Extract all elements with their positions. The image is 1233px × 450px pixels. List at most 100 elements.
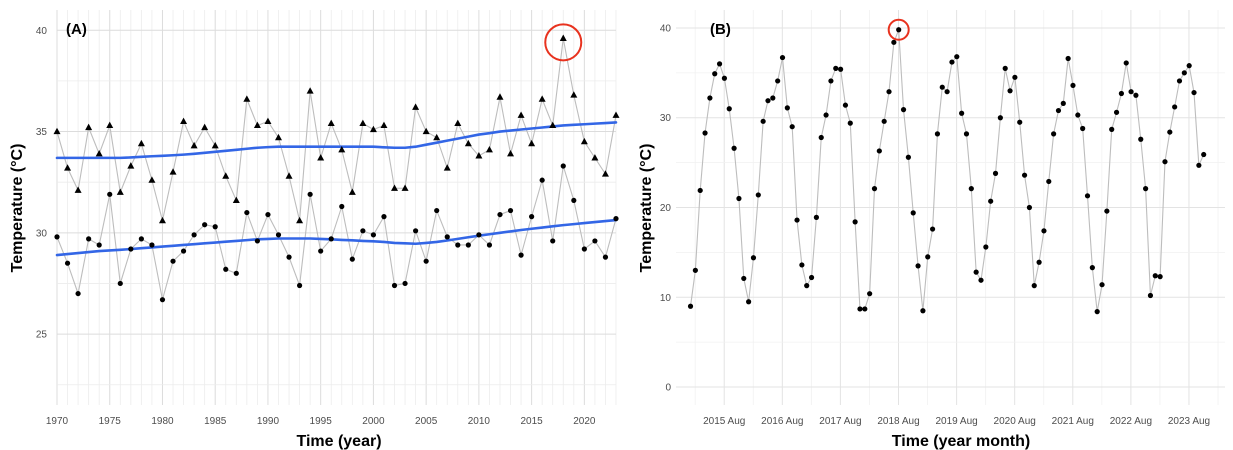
- panel-a-series-1-point: [106, 121, 114, 129]
- panel-b-point: [988, 198, 994, 204]
- panel-b-point: [871, 186, 878, 192]
- panel-a-series-2-point: [497, 211, 503, 218]
- panel-a-chart: 1970 1975 1980 1985 1990 1995 2000 2005 2010 2015…: [9, 10, 620, 450]
- panel-a-series-2-point: [212, 224, 218, 230]
- panel-b-point: [1036, 259, 1042, 265]
- panel-a-series-1-point: [433, 133, 441, 141]
- panel-a-x-tick-label: 2010: [468, 416, 491, 427]
- panel-a-series-2-point: [413, 228, 419, 234]
- panel-b-point: [726, 106, 732, 112]
- panel-b-point: [794, 217, 800, 223]
- panel-b-tick-labels: 2015 Aug 2016 Aug 2017 Aug 2018 Aug 2019 Aug…: [660, 23, 1210, 427]
- panel-b-x-tick-label: 2023 Aug: [1168, 416, 1210, 427]
- panel-a-series-2-point: [360, 228, 366, 234]
- panel-b-point: [847, 120, 853, 126]
- panel-a-series-2-point: [391, 282, 398, 289]
- panel-b-point: [1176, 78, 1183, 84]
- panel-a-y-axis-title: Temperature (°C): [9, 144, 26, 273]
- panel-b-point: [1104, 208, 1110, 214]
- panel-b-point: [707, 95, 713, 101]
- panel-b-point: [1167, 129, 1173, 135]
- panel-b-point: [1133, 92, 1139, 98]
- panel-b-grid: [676, 10, 1225, 405]
- panel-a-series-2-point: [54, 234, 60, 240]
- panel-b-y-tick-label: 20: [660, 203, 672, 214]
- panel-b-point: [838, 66, 844, 72]
- panel-b-point: [1041, 228, 1047, 234]
- panel-b-point: [886, 89, 892, 95]
- panel-b-point: [808, 274, 815, 281]
- panel-a-series-1-point: [274, 133, 282, 141]
- panel-a-series-1-point: [454, 119, 462, 127]
- panel-a-series-2-point: [434, 207, 440, 214]
- panel-b-data: [687, 18, 1207, 315]
- panel-a-x-tick-label: 2015: [520, 416, 543, 427]
- panel-a-highlight-circle: [544, 23, 583, 62]
- panel-b-point: [1026, 204, 1033, 211]
- panel-b-point: [1021, 172, 1028, 178]
- panel-b-point: [1196, 162, 1202, 168]
- panel-a-series-2-point: [96, 242, 102, 248]
- panel-b-label: (B): [710, 21, 731, 38]
- panel-b-point: [915, 263, 921, 269]
- panel-b-point: [1002, 65, 1008, 71]
- panel-b-point: [954, 54, 960, 60]
- panel-a-series-1-point: [243, 95, 251, 102]
- panel-b-point: [721, 75, 728, 81]
- panel-b-point: [842, 102, 849, 108]
- panel-b-point: [1075, 112, 1081, 118]
- panel-b-point: [1089, 265, 1095, 271]
- panel-a-series-1-point: [559, 34, 567, 41]
- panel-a-series-2-point: [75, 290, 81, 297]
- panel-a-series-1-point: [253, 121, 261, 129]
- panel-a-series-2-point: [613, 216, 619, 222]
- panel-b-point: [1094, 309, 1100, 315]
- panel-a-y-tick-label: 40: [36, 26, 48, 37]
- panel-b-series-line: [689, 29, 1205, 312]
- panel-b-x-tick-label: 2016 Aug: [761, 416, 803, 427]
- panel-a-series-2-point: [318, 248, 324, 254]
- panel-b-point: [968, 186, 974, 192]
- panel-b-point: [1152, 273, 1158, 279]
- panel-b-point: [813, 214, 819, 220]
- panel-a-x-tick-label: 1970: [46, 416, 69, 427]
- panel-b-point: [1012, 74, 1018, 80]
- panel-b-point: [1191, 89, 1197, 96]
- panel-b-x-tick-label: 2022 Aug: [1110, 416, 1152, 427]
- panel-a-series-2-point: [602, 254, 609, 260]
- panel-a-tick-labels: 1970 1975 1980 1985 1990 1995 2000 2005 2010 2015…: [36, 26, 596, 427]
- panel-a-series-1-point: [64, 164, 72, 171]
- panel-a-data: [53, 23, 620, 303]
- panel-b-point: [1109, 126, 1115, 132]
- panel-a-series-1-point: [148, 176, 156, 183]
- panel-a-series-1-point: [549, 121, 557, 129]
- panel-a-series-2-point: [349, 256, 355, 262]
- panel-b-point: [1118, 90, 1124, 97]
- panel-a-series-1-point: [232, 196, 240, 204]
- panel-b-point: [779, 54, 786, 61]
- panel-a-series-1-point: [612, 111, 620, 118]
- panel-b-x-tick-label: 2019 Aug: [935, 416, 977, 427]
- panel-a-series-1-point: [116, 188, 124, 195]
- panel-a-series-1-point: [538, 95, 546, 102]
- panel-a-series-1-point: [338, 145, 346, 153]
- panel-a-series-2-point: [423, 258, 429, 264]
- panel-a-x-tick-label: 1985: [204, 416, 227, 427]
- panel-a-x-tick-label: 2005: [415, 416, 438, 427]
- panel-b-point: [692, 267, 698, 273]
- panel-a-series-2-point: [159, 297, 166, 303]
- panel-a-series-2-point: [370, 232, 377, 238]
- panel-a-series-1-point: [443, 164, 451, 171]
- panel-a-series-1-point: [306, 87, 314, 94]
- panel-a-series-1-trend-line: [55, 121, 618, 160]
- panel-a-x-tick-label: 1995: [310, 416, 333, 427]
- panel-b-point: [687, 303, 694, 309]
- panel-a-series-1-point: [570, 91, 578, 98]
- panel-b-point: [1099, 282, 1105, 288]
- panel-a-series-1-point: [464, 139, 472, 147]
- panel-a-y-tick-label: 30: [36, 228, 48, 239]
- panel-b-point: [1162, 159, 1168, 165]
- panel-b-point: [833, 65, 839, 71]
- panel-b-point: [867, 291, 873, 297]
- panel-b-point: [900, 107, 907, 113]
